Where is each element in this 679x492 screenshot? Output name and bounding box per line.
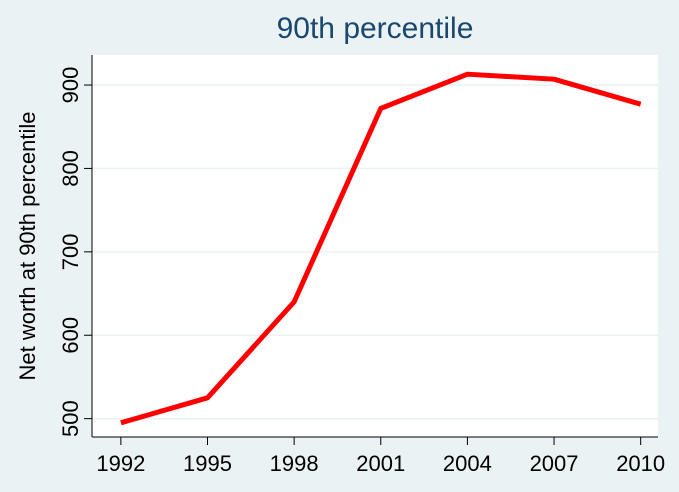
y-axis-label: Net worth at 90th percentile	[15, 111, 40, 380]
y-tick-label: 600	[58, 317, 83, 354]
y-tick-label: 700	[58, 233, 83, 270]
x-tick-label: 2004	[443, 451, 492, 476]
line	[120, 71, 642, 426]
x-tick-label: 1992	[96, 451, 145, 476]
x-tick-label: 1995	[183, 451, 232, 476]
chart-title: 90th percentile	[277, 12, 474, 45]
x-tick-label: 2007	[530, 451, 579, 476]
y-tick-label: 500	[58, 400, 83, 437]
x-tick-label: 2001	[356, 451, 405, 476]
x-tick-label: 1998	[270, 451, 319, 476]
y-tick-label: 800	[58, 150, 83, 187]
y-tick-label: 900	[58, 67, 83, 104]
x-tick-label: 2010	[616, 451, 665, 476]
plot-area	[92, 55, 658, 437]
